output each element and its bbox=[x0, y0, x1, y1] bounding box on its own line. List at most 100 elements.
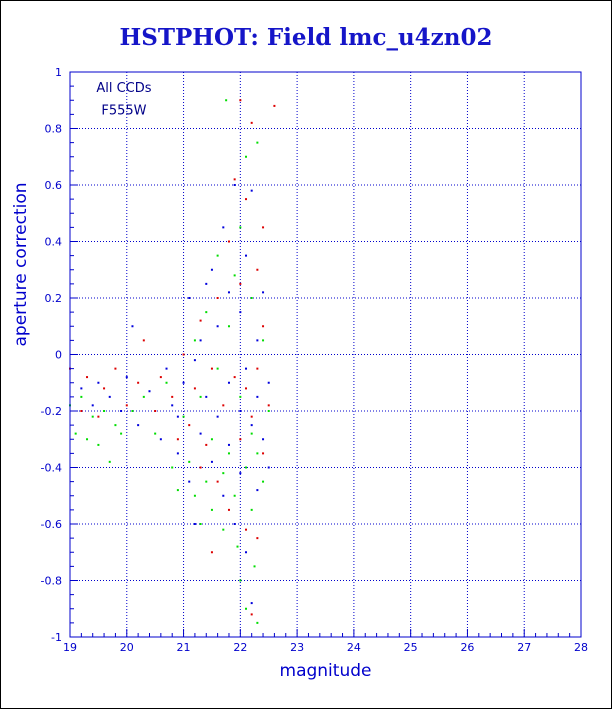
data-point-red bbox=[239, 438, 242, 441]
data-point-red bbox=[86, 376, 89, 379]
data-point-green bbox=[222, 528, 225, 531]
data-point-blue bbox=[188, 297, 191, 299]
data-point-blue bbox=[239, 311, 242, 314]
data-point-blue bbox=[131, 325, 134, 328]
y-tick-label: 0 bbox=[55, 349, 62, 362]
data-point-green bbox=[262, 480, 265, 483]
data-point-blue bbox=[245, 367, 248, 370]
data-point-green bbox=[227, 452, 230, 455]
data-point-red bbox=[245, 387, 248, 390]
data-point-blue bbox=[256, 395, 259, 398]
data-point-blue bbox=[205, 282, 208, 285]
data-point-red bbox=[267, 404, 270, 407]
data-point-blue bbox=[256, 339, 259, 342]
data-point-blue bbox=[193, 359, 196, 362]
data-point-blue bbox=[199, 339, 202, 342]
data-point-red bbox=[222, 404, 225, 407]
data-point-red bbox=[125, 404, 128, 407]
grid-lines bbox=[70, 72, 581, 637]
data-point-red bbox=[250, 121, 253, 124]
data-point-red bbox=[233, 376, 236, 379]
data-point-red bbox=[262, 226, 265, 229]
data-point-red bbox=[80, 410, 83, 412]
data-point-green bbox=[154, 432, 157, 435]
data-point-red bbox=[193, 387, 196, 390]
data-point-blue bbox=[233, 184, 236, 186]
data-point-blue bbox=[239, 472, 242, 475]
data-point-red bbox=[137, 381, 140, 384]
data-point-green bbox=[199, 395, 202, 398]
data-point-green bbox=[210, 508, 213, 511]
data-point-blue bbox=[159, 438, 162, 441]
data-point-green bbox=[253, 565, 256, 568]
data-point-green bbox=[176, 489, 179, 492]
data-point-green bbox=[239, 226, 242, 229]
data-point-green bbox=[216, 254, 219, 257]
data-point-green bbox=[193, 339, 196, 342]
data-point-green bbox=[120, 432, 123, 435]
data-point-blue bbox=[108, 395, 111, 398]
data-point-red bbox=[205, 443, 208, 446]
data-point-green bbox=[165, 381, 168, 384]
data-point-blue bbox=[262, 438, 265, 441]
data-point-red bbox=[239, 99, 242, 102]
x-tick-label: 21 bbox=[177, 641, 191, 654]
data-point-blue bbox=[250, 602, 253, 605]
data-point-blue bbox=[216, 325, 219, 328]
data-point-green bbox=[225, 99, 228, 102]
data-point-green bbox=[182, 415, 185, 418]
data-point-red bbox=[159, 376, 162, 379]
data-point-green bbox=[233, 494, 236, 497]
data-point-green bbox=[199, 523, 202, 525]
data-point-green bbox=[97, 443, 100, 446]
data-point-green bbox=[245, 466, 248, 469]
data-point-green bbox=[256, 141, 259, 144]
x-axis-label: magnitude bbox=[280, 661, 372, 681]
data-point-red bbox=[142, 339, 145, 342]
data-point-green bbox=[86, 438, 89, 441]
data-point-green bbox=[233, 274, 236, 277]
data-point-green bbox=[250, 508, 253, 511]
data-point-red bbox=[216, 297, 219, 299]
data-point-green bbox=[222, 472, 225, 475]
data-point-blue bbox=[227, 381, 230, 384]
data-point-red bbox=[250, 613, 253, 616]
data-point-red bbox=[227, 240, 230, 243]
data-point-red bbox=[199, 319, 202, 322]
y-tick-label: 0.8 bbox=[45, 123, 63, 136]
data-point-red bbox=[171, 395, 174, 398]
data-point-green bbox=[91, 415, 94, 418]
data-point-red bbox=[114, 367, 117, 370]
y-tick-label: 1 bbox=[55, 66, 62, 79]
chart-title: HSTPHOT: Field lmc_u4zn02 bbox=[119, 24, 493, 51]
data-point-blue bbox=[120, 410, 123, 412]
data-point-blue bbox=[80, 387, 83, 390]
data-point-green bbox=[171, 466, 174, 469]
data-point-red bbox=[256, 268, 259, 271]
annotation-all-ccds: All CCDs bbox=[96, 81, 151, 96]
data-point-red bbox=[245, 528, 248, 531]
data-point-red bbox=[103, 387, 106, 390]
y-tick-label: 0.2 bbox=[45, 292, 63, 305]
data-point-blue bbox=[199, 432, 202, 435]
x-tick-label: 23 bbox=[290, 641, 304, 654]
x-tick-label: 22 bbox=[233, 641, 247, 654]
data-point-blue bbox=[267, 466, 270, 469]
data-point-blue bbox=[245, 551, 248, 554]
data-point-blue bbox=[176, 452, 179, 455]
data-point-green bbox=[188, 460, 191, 463]
data-point-green bbox=[103, 410, 106, 412]
data-point-green bbox=[108, 460, 111, 463]
data-point-blue bbox=[125, 376, 128, 379]
y-tick-label: -0.2 bbox=[41, 405, 62, 418]
data-point-red bbox=[199, 466, 202, 469]
data-point-red bbox=[176, 438, 179, 441]
data-point-red bbox=[227, 508, 230, 511]
data-point-red bbox=[210, 367, 213, 370]
data-point-green bbox=[80, 395, 83, 398]
data-point-red bbox=[262, 452, 265, 455]
data-point-green bbox=[216, 367, 219, 370]
data-point-blue bbox=[227, 291, 230, 294]
data-point-red bbox=[256, 537, 259, 540]
data-point-blue bbox=[227, 443, 230, 446]
